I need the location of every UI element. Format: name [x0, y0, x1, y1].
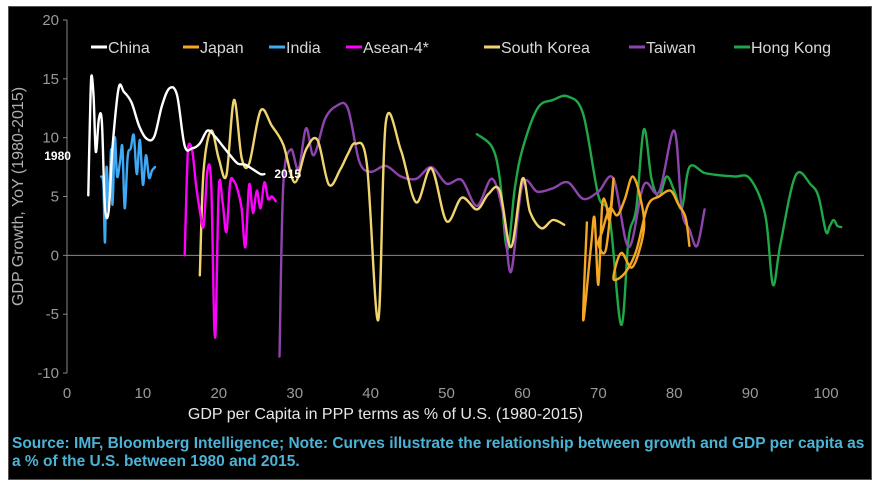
series-line-china — [87, 74, 266, 220]
growth-vs-gdp-chart: -10 -5 0 5 10 15 20 0 10 20 30 40 50 60 70 80 90 100 GDP G… — [10, 12, 864, 423]
series-line-hong-kong — [475, 94, 843, 327]
x-tick-label: 90 — [742, 385, 759, 402]
y-tick-label: -10 — [37, 365, 59, 382]
x-tick-label: 20 — [210, 385, 227, 402]
y-tick-label: 10 — [42, 130, 59, 147]
x-tick-label: 60 — [514, 385, 531, 402]
x-tick-label: 100 — [814, 385, 839, 402]
legend-label: Hong Kong — [751, 40, 831, 57]
x-tick-label: 80 — [666, 385, 683, 402]
source-note: Source: IMF, Bloomberg Intelligence; Not… — [12, 435, 865, 470]
x-tick-label: 70 — [590, 385, 607, 402]
y-tick-label: -5 — [46, 306, 59, 323]
series-line-japan — [581, 175, 691, 322]
annotation-1980: 1980 — [44, 149, 71, 163]
x-tick-label: 40 — [362, 385, 379, 402]
legend-label: China — [108, 40, 150, 57]
series-line-asean-4 — [183, 142, 277, 339]
legend-label: Japan — [200, 40, 244, 57]
legend-label: Asean-4* — [363, 40, 429, 57]
y-tick-label: 0 — [51, 247, 59, 264]
legend-label: India — [286, 40, 321, 57]
y-tick-label: 15 — [42, 71, 59, 88]
x-tick-label: 50 — [438, 385, 455, 402]
legend-label: Taiwan — [646, 40, 696, 57]
series-line-india — [100, 133, 157, 244]
y-tick-label: 5 — [51, 189, 59, 206]
y-tick-label: 20 — [42, 12, 59, 29]
legend-label: South Korea — [501, 40, 590, 57]
x-tick-label: 0 — [63, 385, 71, 402]
series-line-south-korea — [198, 98, 566, 322]
annotation-2015: 2015 — [274, 167, 301, 181]
x-tick-label: 10 — [135, 385, 152, 402]
x-axis-label: GDP per Capita in PPP terms as % of U.S.… — [188, 406, 583, 423]
x-tick-label: 30 — [286, 385, 303, 402]
y-axis-label: GDP Growth, YoY (1980-2015) — [10, 87, 27, 306]
chart-frame: -10 -5 0 5 10 15 20 0 10 20 30 40 50 60 70 80 90 100 GDP G… — [8, 6, 872, 480]
